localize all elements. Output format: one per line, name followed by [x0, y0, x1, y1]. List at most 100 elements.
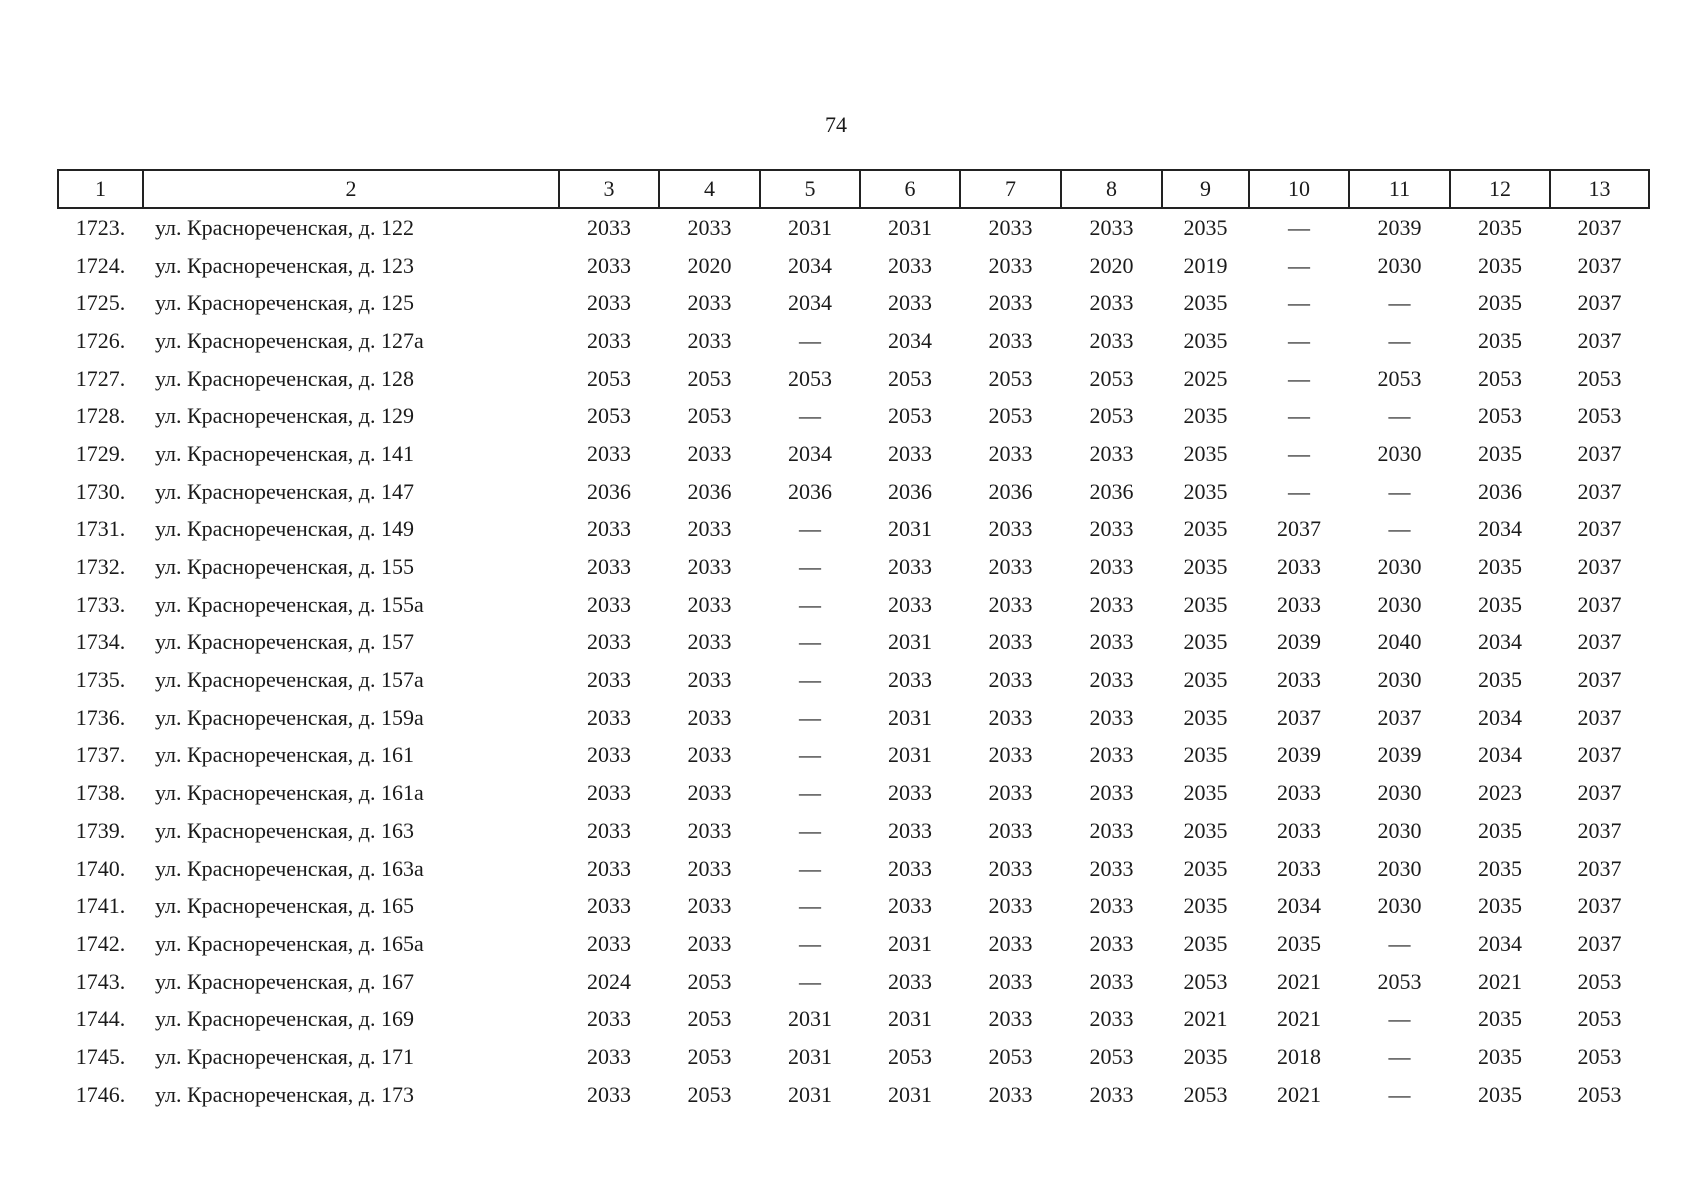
year-cell: 2033	[888, 554, 932, 580]
year-cell: 2036	[988, 478, 1033, 504]
year-cell: —	[1288, 290, 1310, 316]
table-body: 1723. ул. Краснореченская, д. 122 2033 2033…	[58, 208, 1649, 1114]
year-cell: —	[799, 780, 821, 806]
year-cell: 2037	[1377, 704, 1422, 730]
year-cell: 2053	[587, 365, 631, 391]
address: ул. Краснореченская, д. 155а	[155, 591, 424, 617]
year-cell: —	[1288, 327, 1310, 353]
address: ул. Краснореченская, д. 147	[155, 478, 415, 504]
year-cell: 2033	[1089, 893, 1134, 919]
year-cell: 2037	[1577, 704, 1622, 730]
year-cell: 2033	[587, 516, 631, 542]
year-cell: 2033	[1277, 667, 1321, 693]
year-cell: —	[1388, 403, 1411, 429]
year-cell: 2035	[1478, 817, 1522, 843]
year-cell: 2034	[888, 327, 932, 353]
year-cell: 2033	[1089, 591, 1134, 617]
year-cell: 2035	[1183, 290, 1228, 316]
year-cell: 2033	[687, 554, 732, 580]
year-cell: —	[1288, 478, 1310, 504]
year-cell: 2035	[1183, 554, 1228, 580]
year-cell: 2034	[788, 290, 832, 316]
year-cell: 2030	[1377, 893, 1422, 919]
header-cell: 9	[1161, 169, 1250, 209]
header-cell: 12	[1449, 169, 1551, 209]
year-cell: 2037	[1277, 704, 1321, 730]
table-row: 1733. ул. Краснореченская, д. 155а 2033 203…	[58, 586, 1649, 624]
row-number: 1733.	[75, 591, 126, 617]
row-number: 1732.	[75, 554, 126, 580]
header-cell: 13	[1549, 169, 1650, 209]
row-number: 1744.	[75, 1006, 126, 1032]
year-cell: 2053	[1577, 968, 1622, 994]
row-number: 1738.	[75, 780, 126, 806]
year-cell: 2033	[587, 704, 631, 730]
year-cell: 2031	[788, 1081, 832, 1107]
year-cell: 2033	[1277, 780, 1321, 806]
year-cell: 2033	[1089, 1006, 1134, 1032]
year-cell: 2030	[1377, 817, 1422, 843]
year-cell: 2033	[988, 629, 1033, 655]
year-cell: 2035	[1183, 780, 1228, 806]
year-cell: 2031	[888, 629, 932, 655]
year-cell: 2033	[988, 742, 1033, 768]
year-cell: 2020	[1089, 252, 1134, 278]
year-cell: 2033	[1089, 1081, 1134, 1107]
address: ул. Краснореченская, д. 159а	[155, 704, 424, 730]
row-number: 1736.	[75, 704, 126, 730]
year-cell: 2033	[687, 855, 732, 881]
year-cell: 2033	[988, 855, 1033, 881]
year-cell: 2033	[888, 252, 932, 278]
year-cell: 2033	[1089, 440, 1134, 466]
year-cell: 2035	[1478, 290, 1522, 316]
address: ул. Краснореченская, д. 157а	[155, 667, 424, 693]
year-cell: 2053	[1577, 1006, 1622, 1032]
year-cell: 2053	[1183, 968, 1228, 994]
year-cell: 2033	[988, 1006, 1033, 1032]
year-cell: 2034	[1478, 704, 1522, 730]
year-cell: 2033	[1089, 667, 1134, 693]
year-cell: 2036	[888, 478, 932, 504]
row-number: 1726.	[75, 327, 126, 353]
row-number: 1729.	[75, 440, 126, 466]
year-cell: 2053	[788, 365, 832, 391]
year-cell: 2053	[1577, 1043, 1622, 1069]
year-cell: 2053	[587, 403, 631, 429]
year-cell: —	[799, 516, 821, 542]
year-cell: 2030	[1377, 855, 1422, 881]
address: ул. Краснореченская, д. 161	[155, 742, 415, 768]
year-cell: 2033	[1089, 855, 1134, 881]
year-cell: 2033	[687, 327, 732, 353]
row-number: 1723.	[75, 214, 126, 240]
address: ул. Краснореченская, д. 165а	[155, 930, 424, 956]
year-cell: 2053	[687, 1081, 732, 1107]
year-cell: 2033	[587, 290, 631, 316]
table-row: 1744. ул. Краснореченская, д. 169 2033 2053…	[58, 1000, 1649, 1038]
year-cell: 2035	[1183, 893, 1228, 919]
year-cell: —	[799, 629, 821, 655]
year-cell: 2037	[1577, 327, 1622, 353]
year-cell: 2033	[888, 440, 932, 466]
year-cell: 2033	[988, 214, 1033, 240]
table-row: 1737. ул. Краснореченская, д. 161 2033 2033…	[58, 737, 1649, 775]
year-cell: —	[1388, 516, 1411, 542]
year-cell: —	[1388, 290, 1411, 316]
year-cell: 2035	[1183, 667, 1228, 693]
year-cell: 2033	[687, 704, 732, 730]
year-cell: 2037	[1577, 516, 1622, 542]
year-cell: 2037	[1577, 742, 1622, 768]
year-cell: 2053	[888, 1043, 932, 1069]
header-cell: 11	[1348, 169, 1451, 209]
year-cell: 2033	[687, 629, 732, 655]
year-cell: 2030	[1377, 440, 1422, 466]
year-cell: 2033	[1089, 780, 1134, 806]
year-cell: 2034	[1478, 930, 1522, 956]
year-cell: 2033	[988, 704, 1033, 730]
year-cell: 2053	[988, 365, 1033, 391]
year-cell: 2033	[988, 290, 1033, 316]
year-cell: —	[1388, 1006, 1411, 1032]
year-cell: 2035	[1478, 440, 1522, 466]
year-cell: 2053	[888, 365, 932, 391]
year-cell: 2031	[888, 1081, 932, 1107]
